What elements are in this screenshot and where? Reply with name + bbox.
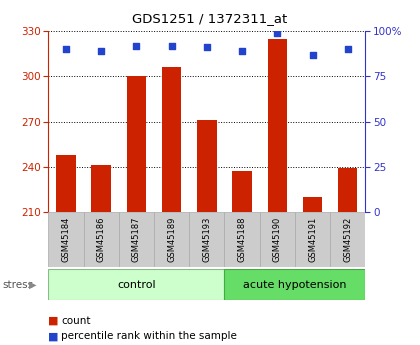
Text: percentile rank within the sample: percentile rank within the sample [61, 332, 237, 341]
Point [98, 48, 105, 54]
Point [168, 43, 175, 48]
Bar [338, 168, 357, 212]
Bar [197, 120, 217, 212]
Text: ■: ■ [48, 316, 59, 326]
Text: GDS1251 / 1372311_at: GDS1251 / 1372311_at [132, 12, 288, 25]
Text: GSM45191: GSM45191 [308, 217, 317, 262]
Bar [92, 165, 111, 212]
Bar [330, 212, 365, 267]
Text: stress: stress [2, 280, 33, 289]
Text: GSM45187: GSM45187 [132, 217, 141, 262]
Point [63, 47, 69, 52]
Point [309, 52, 316, 57]
Text: GSM45186: GSM45186 [97, 217, 106, 262]
Bar [268, 39, 287, 212]
Text: acute hypotension: acute hypotension [243, 280, 346, 289]
Text: GSM45188: GSM45188 [238, 217, 247, 262]
Bar [119, 212, 154, 267]
Bar [303, 197, 322, 212]
Point [203, 45, 210, 50]
Point [239, 48, 245, 54]
Bar [154, 212, 189, 267]
Point [274, 30, 281, 36]
Point [133, 43, 140, 48]
Text: GSM45190: GSM45190 [273, 217, 282, 262]
Bar [224, 269, 365, 300]
Text: ■: ■ [48, 332, 59, 341]
Text: GSM45192: GSM45192 [343, 217, 352, 262]
Bar [48, 269, 224, 300]
Bar [48, 212, 84, 267]
Text: control: control [117, 280, 156, 289]
Bar [260, 212, 295, 267]
Text: GSM45184: GSM45184 [61, 217, 71, 262]
Text: ▶: ▶ [29, 280, 36, 289]
Bar [162, 67, 181, 212]
Bar [189, 212, 224, 267]
Bar [224, 212, 260, 267]
Text: GSM45193: GSM45193 [202, 217, 211, 262]
Text: GSM45189: GSM45189 [167, 217, 176, 262]
Bar [295, 212, 330, 267]
Bar [232, 171, 252, 212]
Text: count: count [61, 316, 90, 326]
Bar [56, 155, 76, 212]
Bar [127, 76, 146, 212]
Bar [84, 212, 119, 267]
Point [344, 47, 351, 52]
